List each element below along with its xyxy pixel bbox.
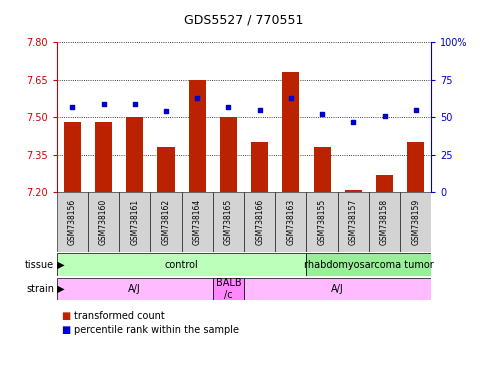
Text: strain: strain xyxy=(26,284,54,294)
Text: rhabdomyosarcoma tumor: rhabdomyosarcoma tumor xyxy=(304,260,434,270)
Text: GSM738158: GSM738158 xyxy=(380,199,389,245)
Bar xyxy=(95,122,112,192)
Text: GSM738159: GSM738159 xyxy=(411,199,420,245)
Text: GSM738162: GSM738162 xyxy=(162,199,171,245)
Point xyxy=(350,119,357,125)
Point xyxy=(193,94,201,101)
Text: GSM738160: GSM738160 xyxy=(99,199,108,245)
Bar xyxy=(407,142,424,192)
Bar xyxy=(338,192,369,252)
Bar xyxy=(275,192,307,252)
Bar xyxy=(307,253,431,276)
Text: A/J: A/J xyxy=(331,284,344,294)
Point xyxy=(131,101,139,107)
Bar xyxy=(88,192,119,252)
Text: GSM738163: GSM738163 xyxy=(286,199,295,245)
Point xyxy=(162,108,170,114)
Point xyxy=(100,101,107,107)
Bar xyxy=(189,79,206,192)
Bar xyxy=(64,122,81,192)
Bar xyxy=(251,142,268,192)
Text: ▶: ▶ xyxy=(54,284,65,294)
Text: GSM738157: GSM738157 xyxy=(349,199,358,245)
Bar xyxy=(57,253,307,276)
Bar xyxy=(282,72,299,192)
Point xyxy=(287,94,295,101)
Bar xyxy=(181,192,213,252)
Bar xyxy=(57,192,88,252)
Bar xyxy=(369,192,400,252)
Text: GDS5527 / 770551: GDS5527 / 770551 xyxy=(184,14,304,27)
Text: A/J: A/J xyxy=(128,284,141,294)
Bar xyxy=(307,192,338,252)
Text: GSM738155: GSM738155 xyxy=(317,199,326,245)
Text: GSM738166: GSM738166 xyxy=(255,199,264,245)
Bar xyxy=(376,175,393,192)
Text: BALB
/c: BALB /c xyxy=(215,278,241,300)
Bar xyxy=(119,192,150,252)
Text: GSM738161: GSM738161 xyxy=(130,199,139,245)
Text: control: control xyxy=(165,260,199,270)
Bar xyxy=(213,278,244,300)
Text: percentile rank within the sample: percentile rank within the sample xyxy=(74,324,239,335)
Text: ■: ■ xyxy=(62,311,74,321)
Point xyxy=(318,111,326,117)
Text: ▶: ▶ xyxy=(54,260,65,270)
Text: GSM738156: GSM738156 xyxy=(68,199,77,245)
Text: tissue: tissue xyxy=(25,260,54,270)
Bar xyxy=(57,278,213,300)
Text: ■: ■ xyxy=(62,324,74,335)
Point xyxy=(412,107,420,113)
Bar xyxy=(244,192,275,252)
Bar xyxy=(157,147,175,192)
Text: transformed count: transformed count xyxy=(74,311,165,321)
Text: GSM738165: GSM738165 xyxy=(224,199,233,245)
Point xyxy=(69,104,76,110)
Point xyxy=(224,104,232,110)
Bar xyxy=(314,147,331,192)
Text: GSM738164: GSM738164 xyxy=(193,199,202,245)
Bar xyxy=(213,192,244,252)
Bar xyxy=(345,190,362,192)
Point xyxy=(256,107,264,113)
Bar xyxy=(220,117,237,192)
Bar xyxy=(244,278,431,300)
Bar xyxy=(126,117,143,192)
Bar xyxy=(150,192,181,252)
Point xyxy=(381,113,388,119)
Bar xyxy=(400,192,431,252)
